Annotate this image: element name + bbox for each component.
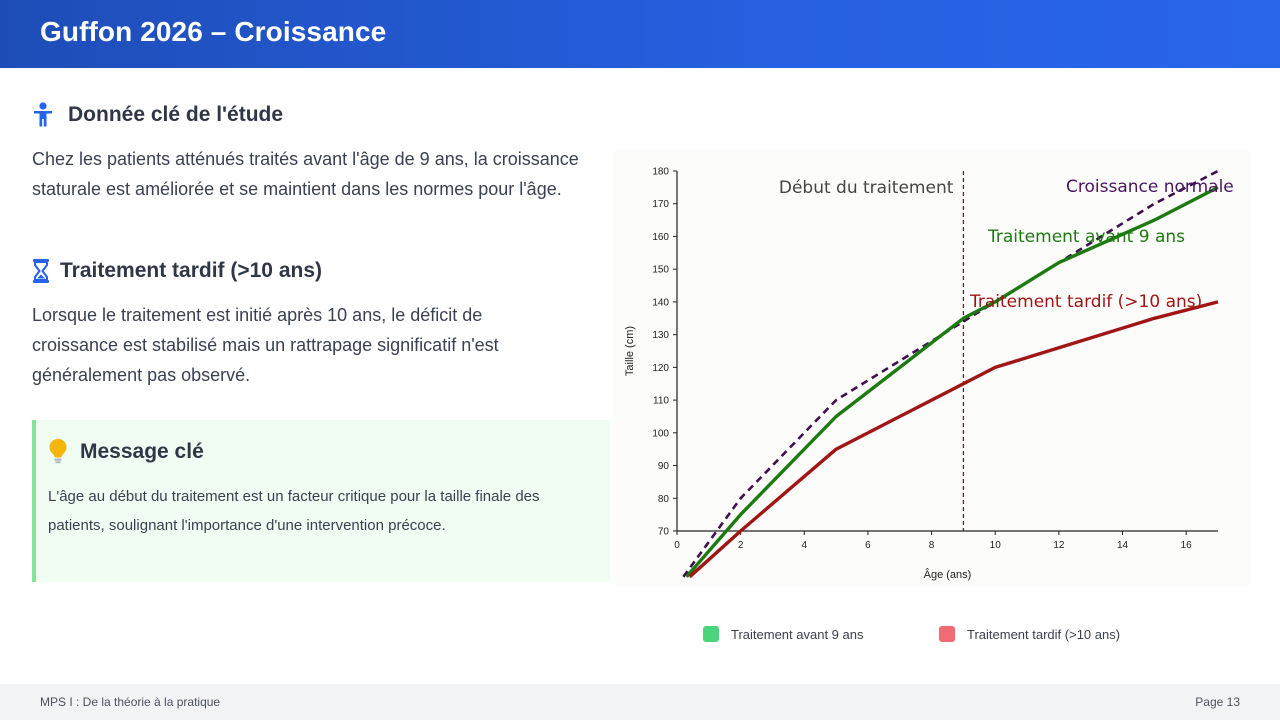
section-key-data-text: Chez les patients atténués traités avant… (32, 144, 579, 204)
y-tick-label: 180 (652, 167, 669, 178)
text-line: Lorsque le traitement est initié après 1… (32, 305, 483, 325)
legend-item-before-9: Traitement avant 9 ans (703, 626, 863, 642)
y-tick-label: 150 (652, 265, 669, 276)
x-tick-label: 0 (674, 540, 680, 551)
series-label: Traitement avant 9 ans (987, 227, 1185, 247)
x-tick-label: 6 (865, 540, 871, 551)
key-message-box: Message clé L'âge au début du traitement… (32, 420, 610, 582)
footer-presentation-title: MPS I : De la théorie à la pratique (40, 695, 221, 709)
y-tick-label: 160 (652, 232, 669, 243)
section-late-treatment-label: Traitement tardif (>10 ans) (60, 259, 322, 282)
child-icon (32, 102, 58, 128)
text-line: staturale est améliorée et se maintient … (32, 179, 562, 199)
legend-item-late: Traitement tardif (>10 ans) (939, 626, 1120, 642)
x-tick-label: 10 (990, 540, 1002, 551)
series-line-before-9 (685, 185, 1219, 578)
x-tick-label: 8 (929, 540, 935, 551)
treatment-start-label: Début du traitement (779, 178, 954, 198)
y-tick-label: 90 (658, 461, 670, 472)
key-message-label: Message clé (80, 440, 204, 463)
text-line: Chez les patients atténués traités avant… (32, 149, 579, 169)
text-line: patients, soulignant l'importance d'une … (48, 517, 446, 534)
legend-label: Traitement avant 9 ans (731, 626, 864, 642)
chart-background (614, 150, 1250, 586)
growth-chart: 70 80 90 100 110 120 130 140 150 160 170 180 0 2 4 6 8 10… (614, 150, 1250, 586)
y-tick-label: 120 (652, 363, 669, 374)
x-axis-title: Âge (ans) (924, 568, 972, 581)
lightbulb-icon (48, 438, 70, 466)
text-line: croissance est stabilisé mais un rattrap… (32, 335, 499, 355)
y-axis-title: Taille (cm) (624, 326, 636, 376)
section-key-data-label: Donnée clé de l'étude (68, 103, 284, 126)
text-line: généralement pas observé. (32, 365, 251, 385)
y-tick-label: 100 (652, 428, 669, 439)
y-tick-label: 80 (658, 494, 670, 505)
footer-bar: MPS I : De la théorie à la pratique Page… (0, 684, 1280, 720)
text-line: L'âge au début du traitement est un fact… (48, 488, 540, 505)
y-tick-label: 110 (653, 396, 669, 407)
key-message-title: Message clé (48, 438, 204, 466)
series-label: Croissance normale (1066, 177, 1234, 197)
legend-label: Traitement tardif (>10 ans) (967, 626, 1121, 642)
x-tick-label: 2 (738, 540, 744, 551)
section-late-treatment-title: Traitement tardif (>10 ans) (32, 258, 322, 284)
legend-swatch (703, 626, 719, 642)
x-tick-label: 4 (802, 540, 808, 551)
header-bar: Guffon 2026 – Croissance (0, 0, 1280, 68)
key-message-text: L'âge au début du traitement est un fact… (48, 482, 604, 540)
x-tick-label: 14 (1117, 540, 1129, 551)
y-tick-label: 170 (652, 199, 669, 210)
y-tick-label: 70 (658, 527, 670, 538)
growth-chart-svg: 70 80 90 100 110 120 130 140 150 160 170 180 0 2 4 6 8 10… (614, 150, 1250, 586)
x-tick-label: 16 (1181, 540, 1193, 551)
legend-swatch (939, 626, 955, 642)
y-tick-label: 140 (652, 297, 669, 308)
page-title: Guffon 2026 – Croissance (40, 16, 387, 47)
section-late-treatment-text: Lorsque le traitement est initié après 1… (32, 300, 499, 390)
footer-page-number: Page 13 (1195, 695, 1240, 709)
series-line-late (688, 300, 1219, 579)
section-key-data-title: Donnée clé de l'étude (32, 102, 283, 128)
y-tick-label: 130 (652, 330, 669, 341)
x-tick-label: 12 (1053, 540, 1065, 551)
series-label: Traitement tardif (>10 ans) (969, 292, 1202, 312)
hourglass-icon (32, 258, 50, 284)
